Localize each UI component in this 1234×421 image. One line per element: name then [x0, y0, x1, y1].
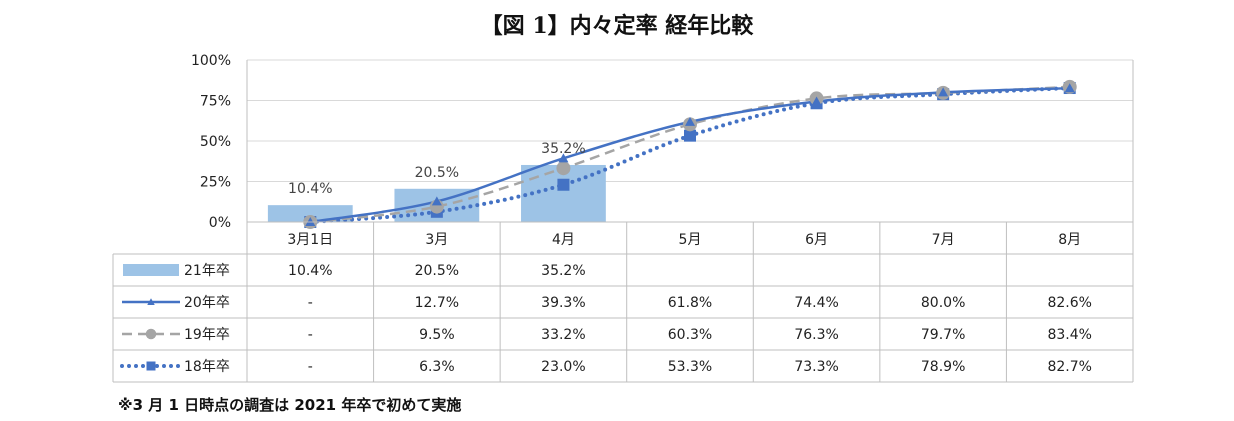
table-cell: - [308, 295, 313, 311]
table-cell: 39.3% [541, 295, 585, 311]
y-tick-label: 100% [191, 53, 231, 69]
x-tick-label: 6月 [805, 232, 828, 248]
point-20年卒 [1064, 83, 1075, 93]
table-cell: 60.3% [668, 327, 712, 343]
table-cell: 82.7% [1047, 359, 1091, 375]
legend-label: 19年卒 [184, 327, 230, 343]
table-cell: 9.5% [419, 327, 455, 343]
legend-marker-19年卒 [145, 328, 157, 340]
table-cell: 80.0% [921, 295, 965, 311]
y-tick-label: 25% [200, 175, 231, 191]
x-tick-label: 7月 [932, 232, 955, 248]
point-20年卒 [431, 196, 442, 206]
grid-layer: 0% 25% 50% 75% 100% [191, 53, 1134, 382]
footnote: ※3 月 1 日時点の調査は 2021 年卒で初めて実施 [118, 396, 462, 414]
table-cell: 76.3% [794, 327, 838, 343]
legend-marker-18年卒 [146, 361, 156, 371]
line-layer [303, 79, 1077, 229]
table-cell: 53.3% [668, 359, 712, 375]
table-cell: 20.5% [415, 263, 459, 279]
data-table: 3月1日 3月 4月 5月 6月 7月 8月 21年卒 10.4% 20.5% 35.2% 20年卒 -… [112, 221, 1133, 383]
table-cell: - [308, 327, 313, 343]
table-cell: - [308, 359, 313, 375]
x-tick-label: 3月1日 [287, 232, 333, 248]
table-cell: 78.9% [921, 359, 965, 375]
point-20年卒 [685, 116, 695, 126]
bar-data-label: 35.2% [541, 141, 585, 157]
legend-label: 20年卒 [184, 295, 230, 311]
legend-key-21年卒 [123, 264, 179, 276]
legend-label: 21年卒 [184, 263, 230, 279]
table-cell: 10.4% [288, 263, 332, 279]
x-tick-label: 3月 [425, 232, 448, 248]
table-cell: 23.0% [541, 359, 585, 375]
bar-data-label: 10.4% [288, 181, 332, 197]
bar-data-label: 20.5% [415, 165, 459, 181]
x-tick-label: 4月 [552, 232, 575, 248]
table-cell: 61.8% [668, 295, 712, 311]
point-20年卒 [811, 96, 822, 106]
point-18年卒 [557, 178, 570, 191]
table-cell: 6.3% [419, 359, 455, 375]
point-20年卒 [558, 153, 569, 163]
y-tick-label: 0% [209, 215, 231, 231]
point-18年卒 [684, 129, 696, 142]
label-layer: 10.4% 20.5% 35.2% [288, 141, 586, 197]
table-cell: 74.4% [794, 295, 838, 311]
point-19年卒 [556, 161, 571, 176]
table-cell: 12.7% [415, 295, 459, 311]
table-cell: 82.6% [1047, 295, 1091, 311]
table-cell: 73.3% [794, 359, 838, 375]
y-tick-label: 50% [200, 134, 231, 150]
table-cell: 79.7% [921, 327, 965, 343]
chart-title: 【図 1】内々定率 経年比較 [480, 13, 754, 39]
table-cell: 33.2% [541, 327, 585, 343]
y-tick-label: 75% [200, 94, 231, 110]
point-20年卒 [938, 87, 949, 97]
x-tick-label: 5月 [679, 232, 702, 248]
table-cell: 35.2% [541, 263, 585, 279]
legend-marker-20年卒 [147, 298, 155, 305]
legend-label: 18年卒 [184, 359, 230, 375]
table-cell: 83.4% [1047, 327, 1091, 343]
x-tick-label: 8月 [1058, 232, 1081, 248]
